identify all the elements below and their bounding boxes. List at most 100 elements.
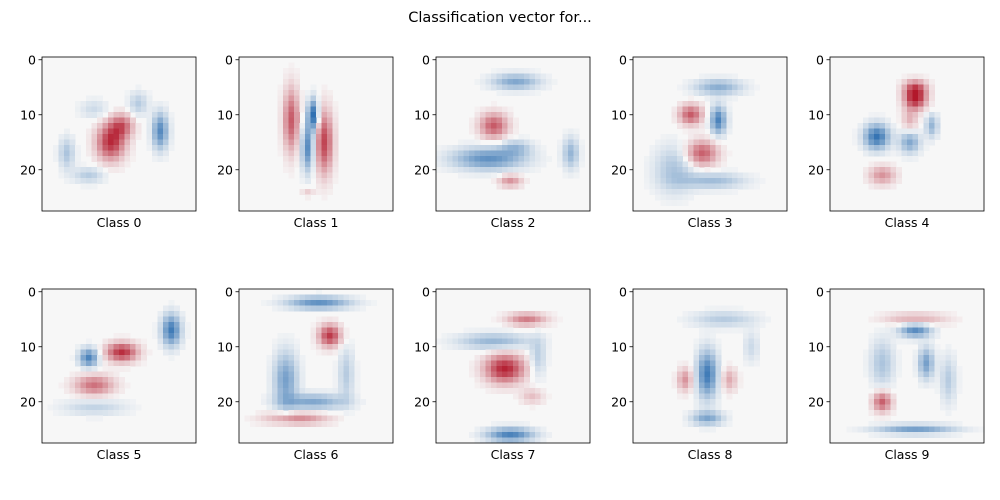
heatmap-cell	[890, 360, 897, 367]
heatmap-cell	[885, 426, 891, 433]
heatmap-cell	[354, 371, 361, 378]
heatmap-cell	[726, 84, 733, 91]
y-tick-label: 20	[217, 394, 233, 409]
heatmap-cell	[294, 410, 300, 416]
heatmap-cell	[743, 172, 749, 179]
heatmap-cell	[945, 344, 952, 350]
heatmap-cell	[535, 73, 541, 80]
heatmap-cell	[754, 316, 760, 323]
heatmap-cell	[732, 366, 738, 372]
heatmap-cell	[682, 139, 689, 146]
heatmap-cell	[721, 95, 727, 102]
heatmap-cell	[929, 316, 935, 323]
heatmap-cell	[907, 106, 913, 113]
heatmap-cell	[327, 161, 333, 168]
heatmap-cell	[874, 360, 880, 367]
heatmap-cell	[288, 388, 295, 394]
heatmap-cell	[710, 183, 716, 190]
heatmap-cell	[108, 382, 114, 389]
heatmap-cell	[885, 139, 891, 146]
heatmap-cell	[945, 316, 952, 323]
heatmap-cell	[524, 161, 530, 168]
heatmap-cell	[907, 421, 913, 427]
heatmap-cell	[721, 161, 727, 168]
heatmap-cell	[124, 399, 131, 405]
heatmap-cell	[557, 156, 563, 162]
heatmap-cell	[518, 366, 525, 372]
heatmap-cell	[283, 371, 289, 378]
heatmap-cell	[524, 68, 530, 74]
heatmap-cell	[321, 333, 328, 339]
heatmap-cell	[338, 300, 344, 306]
heatmap-cell	[918, 377, 924, 383]
heatmap-cell	[912, 128, 919, 135]
heatmap-cell	[283, 79, 289, 85]
heatmap-cell	[294, 101, 300, 107]
heatmap-cell	[573, 139, 580, 146]
heatmap-cell	[726, 172, 733, 179]
y-tick-label: 20	[20, 394, 36, 409]
heatmap-cell	[912, 90, 919, 96]
heatmap-cell	[152, 123, 158, 129]
heatmap-cell	[102, 410, 109, 416]
heatmap-cell	[568, 172, 574, 179]
heatmap-cell	[513, 344, 519, 350]
heatmap-cell	[868, 178, 875, 184]
heatmap-cell	[693, 150, 700, 157]
heatmap-cell	[524, 432, 530, 438]
heatmap-cell	[688, 128, 694, 135]
heatmap-cell	[441, 344, 448, 350]
heatmap-cell	[726, 128, 733, 135]
heatmap-cell	[863, 150, 869, 157]
heatmap-cell	[682, 84, 689, 91]
heatmap-cell	[327, 404, 333, 411]
heatmap-cell	[53, 399, 59, 405]
heatmap-cell	[923, 355, 930, 361]
heatmap-cell	[934, 355, 941, 361]
heatmap-cell	[918, 112, 924, 118]
heatmap-cell	[715, 410, 722, 416]
heatmap-cell	[907, 139, 913, 146]
heatmap-cell	[349, 300, 355, 306]
heatmap-cell	[655, 167, 661, 173]
heatmap-cell	[491, 117, 497, 124]
heatmap-cell	[852, 426, 858, 433]
heatmap-cell	[86, 172, 92, 179]
heatmap-cell	[732, 178, 738, 184]
heatmap-cell	[688, 377, 694, 383]
heatmap-cell	[441, 156, 448, 162]
heatmap-cell	[951, 355, 957, 361]
heatmap-cell	[294, 117, 300, 124]
heatmap-cell	[660, 172, 667, 179]
heatmap-cell	[266, 404, 273, 411]
heatmap-cell	[874, 399, 880, 405]
heatmap-cell	[879, 421, 886, 427]
heatmap-cell	[146, 123, 153, 129]
heatmap-cell	[682, 167, 689, 173]
heatmap-cell	[748, 333, 755, 339]
heatmap-cell	[940, 322, 946, 328]
heatmap-cell	[896, 311, 902, 317]
heatmap-cell	[912, 145, 919, 151]
heatmap-cell	[135, 106, 142, 113]
heatmap-cell	[299, 393, 306, 400]
heatmap-cell	[343, 333, 350, 339]
heatmap-cell	[452, 156, 459, 162]
heatmap-cell	[693, 123, 700, 129]
heatmap-cell	[288, 377, 295, 383]
heatmap-cell	[86, 355, 92, 361]
heatmap-cell	[688, 172, 694, 179]
heatmap-cell	[288, 404, 295, 411]
heatmap-cell	[518, 371, 525, 378]
heatmap-cell	[86, 95, 92, 102]
heatmap-cell	[918, 139, 924, 146]
heatmap-cell	[97, 145, 103, 151]
heatmap-cell	[677, 139, 683, 146]
heatmap-cell	[918, 101, 924, 107]
heatmap-cell	[546, 344, 552, 350]
heatmap-cell	[721, 415, 727, 422]
heatmap-cell	[699, 388, 705, 394]
heatmap-cell	[896, 84, 902, 91]
heatmap-cell	[529, 404, 536, 411]
heatmap-cell	[338, 360, 344, 367]
